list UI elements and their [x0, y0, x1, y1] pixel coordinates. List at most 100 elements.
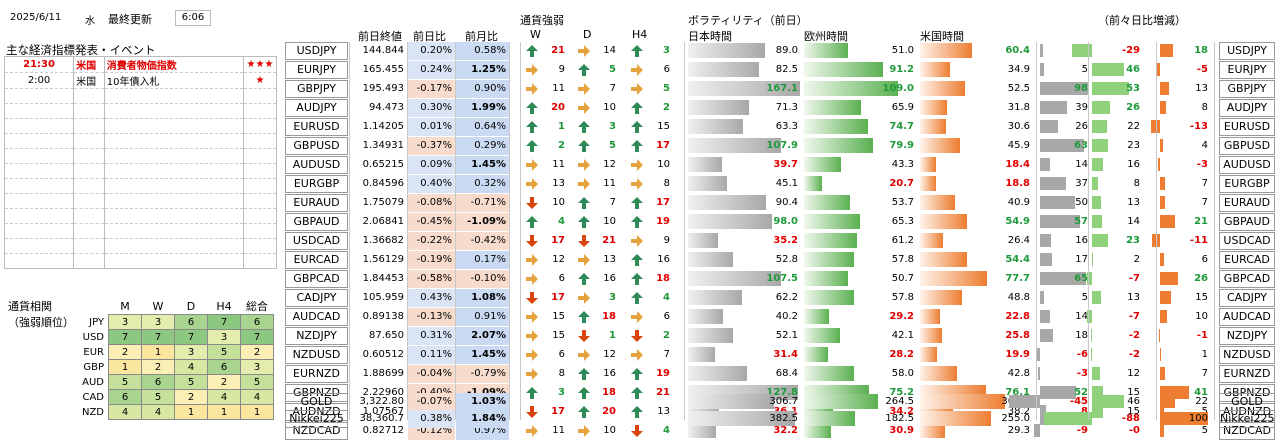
- strength-rank: 10: [603, 102, 616, 113]
- correlation-currency: NZD: [81, 406, 104, 418]
- econ-event-name: [103, 208, 245, 224]
- symbol-label: Nikkei225: [285, 410, 348, 428]
- vol-jp-bar: [688, 366, 747, 381]
- vol-jp-value: 63.3: [775, 121, 798, 132]
- strength-rank: 21: [551, 45, 565, 56]
- vol-eu-value: 50.7: [891, 273, 914, 284]
- strength-w-right-arrow-icon: [525, 424, 541, 440]
- vol-us-value: 76.1: [1005, 387, 1030, 398]
- correlation-rank-cell: 3: [141, 314, 175, 330]
- strength-d-up-arrow-icon: [577, 367, 593, 383]
- vol-change-c3-value: 26: [1194, 273, 1208, 284]
- symbol-label: AUDJPY: [285, 99, 348, 117]
- vol-eu-bar: [804, 252, 854, 267]
- correlation-col-header: M: [120, 299, 130, 313]
- vol-eu-bar: [804, 290, 854, 305]
- strength-w-up-arrow-icon: [525, 101, 541, 117]
- econ-event-country: [73, 238, 105, 254]
- vol-change-c1-bar: [1040, 386, 1077, 399]
- vol-change-c2-value: -7: [1128, 311, 1140, 322]
- vol-eu-value: 43.3: [891, 159, 914, 170]
- econ-event-time: [3, 238, 75, 254]
- vol-change-c3-value: 5: [1201, 425, 1208, 436]
- strength-w-right-arrow-icon: [525, 310, 541, 326]
- econ-event-time: 21:30: [3, 56, 75, 73]
- strength-rank: 11: [552, 159, 565, 170]
- vol-change-c3-value: -13: [1189, 121, 1208, 132]
- strength-rank: 2: [558, 140, 565, 151]
- strength-rank: 19: [656, 216, 670, 227]
- month-change-value: 0.17%: [456, 251, 509, 269]
- vol-jp-bar: [688, 411, 795, 426]
- vol-change-c1-value: 5: [1081, 64, 1088, 75]
- econ-event-importance: [243, 223, 277, 239]
- vol-eu-value: 61.2: [891, 235, 914, 246]
- vol-change-c2-bar: [1092, 367, 1101, 380]
- vol-change-c3-value: 7: [1201, 197, 1208, 208]
- strength-h-up-arrow-icon: [630, 367, 646, 383]
- econ-event-country: 米国: [73, 72, 105, 89]
- vol-change-c1-value: 52: [1074, 387, 1088, 398]
- symbol-label: CADJPY: [285, 289, 348, 307]
- econ-event-country: [73, 88, 105, 104]
- correlation-rank-cell: 2: [108, 344, 142, 360]
- vol-change-c2-value: -88: [1121, 413, 1140, 424]
- strength-d-up-arrow-icon: [577, 386, 593, 402]
- strength-rank: 18: [602, 311, 616, 322]
- symbol-label: GBPJPY: [285, 80, 348, 98]
- econ-event-row: 2:00 米国 10年債入札 ★: [3, 72, 277, 89]
- vol-eu-value: 30.9: [889, 425, 914, 436]
- vol-us-bar: [920, 176, 936, 191]
- strength-d-up-arrow-icon: [577, 405, 593, 421]
- day-change-value: -0.58%: [408, 270, 455, 288]
- econ-event-country: [73, 118, 105, 134]
- vol-change-c1-value: -3: [1076, 368, 1088, 379]
- symbol-label: GBPCAD: [285, 270, 348, 288]
- vol-eu-value: 58.0: [891, 368, 914, 379]
- correlation-corner: [76, 298, 109, 315]
- strength-rank: 17: [551, 406, 565, 417]
- correlation-title: 通貨相関 （強弱順位）: [8, 299, 74, 331]
- correlation-rank-cell: 1: [174, 404, 208, 420]
- symbol-label: EURAUD: [285, 194, 348, 212]
- strength-w-right-arrow-icon: [525, 272, 541, 288]
- correlation-currency: AUD: [82, 376, 104, 388]
- vol-us-value: 42.8: [1007, 368, 1030, 379]
- vol-jp-bar: [688, 100, 749, 115]
- vol-change-c2-value: -7: [1128, 273, 1140, 284]
- econ-event-row: [3, 223, 277, 239]
- vol-change-c3-bar: [1160, 177, 1165, 190]
- vol-change-c3-value: -5: [1196, 64, 1208, 75]
- vol-change-c3-value: 7: [1201, 178, 1208, 189]
- correlation-header-row: M W D H4 総合: [76, 298, 274, 315]
- strength-header-d: D: [583, 28, 592, 41]
- econ-event-importance: [243, 238, 277, 254]
- vol-jp-bar: [688, 214, 772, 229]
- vol-change-c2-bar: [1071, 44, 1092, 57]
- vol-change-c1-value: 17: [1075, 254, 1088, 265]
- vol-change-c2-value: 46: [1127, 396, 1140, 407]
- strength-rank: 2: [663, 102, 670, 113]
- strength-h-right-arrow-icon: [630, 177, 646, 193]
- strength-rank: 4: [663, 425, 670, 436]
- vol-us-value: 34.9: [1007, 64, 1030, 75]
- correlation-rank-cell: 7: [141, 329, 175, 345]
- vol-change-c1-bar: [1035, 348, 1040, 361]
- month-change-value: 0.29%: [456, 137, 509, 155]
- correlation-rank-cell: 3: [174, 344, 208, 360]
- vol-jp-bar: [688, 119, 743, 134]
- strength-h-up-arrow-icon: [630, 272, 646, 288]
- strength-rank: 16: [603, 273, 616, 284]
- strength-d-right-arrow-icon: [577, 424, 593, 440]
- vol-change-c3-value: 41: [1194, 387, 1208, 398]
- vol-us-bar: [920, 394, 1005, 409]
- strength-w-right-arrow-icon: [525, 63, 541, 79]
- correlation-rank-cell: 7: [240, 329, 274, 345]
- strength-w-down-arrow-icon: [525, 234, 541, 250]
- vol-eu-value: 182.5: [885, 413, 914, 424]
- prev-close-value: 1.34931: [362, 140, 404, 151]
- econ-event-importance: [243, 88, 277, 104]
- vol-us-bar: [920, 81, 965, 96]
- header-month-change: 前月比: [465, 30, 498, 43]
- vol-change-c3-value: 10: [1195, 311, 1208, 322]
